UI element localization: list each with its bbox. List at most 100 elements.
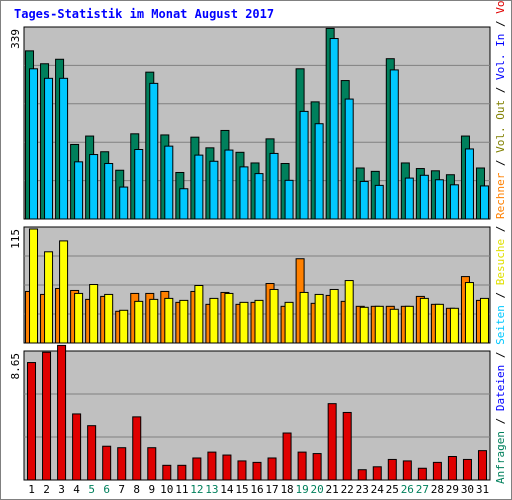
bar-besuche-day-21 [329, 288, 339, 344]
bar-volumen-day-4 [72, 413, 82, 481]
bar-dateien-day-17 [269, 152, 279, 220]
panel-bottom-ymax-label: 8.65 [9, 353, 22, 380]
x-tick-label: 24 [371, 483, 385, 496]
bar-besuche-day-24 [374, 305, 384, 344]
x-tick-label: 25 [386, 483, 399, 496]
bar-dateien-day-12 [194, 154, 204, 220]
right-legend: Anfragen / Dateien / Seiten / Besuche / … [494, 0, 507, 484]
x-axis-labels: 1 2 3 4 5 6 7 8 9 10 11 12 13 14 15 16 17 18 19 20 21 22 23 24 2… [28, 483, 489, 496]
bar-dateien-day-15 [239, 166, 249, 220]
legend-entry: / [494, 411, 507, 431]
bar-besuche-day-2 [44, 251, 54, 344]
bar-volumen-day-5 [87, 425, 97, 481]
panel-bottom: 8.65 [9, 344, 491, 481]
bar-dateien-day-22 [344, 98, 354, 220]
bar-dateien-day-21 [329, 38, 339, 220]
bar-volumen-day-31 [477, 450, 487, 481]
bar-volumen-day-8 [132, 416, 142, 481]
panel-middle-ymax-label: 115 [9, 229, 22, 249]
bar-volumen-day-2 [42, 351, 52, 481]
bar-besuche-day-8 [134, 300, 144, 344]
bar-besuche-day-3 [59, 240, 69, 344]
x-tick-label: 2 [43, 483, 50, 496]
bar-besuche-day-1 [29, 228, 39, 344]
bar-besuche-day-17 [269, 288, 279, 344]
bar-besuche-day-9 [149, 298, 159, 344]
bar-volumen-day-27 [417, 467, 427, 481]
x-tick-label: 15 [235, 483, 248, 496]
panel-top-ymax-label: 339 [9, 29, 22, 49]
legend-entry: Volumen [494, 0, 507, 14]
bar-dateien-day-8 [134, 149, 144, 220]
bar-besuche-day-6 [104, 293, 114, 344]
x-tick-label: 18 [280, 483, 293, 496]
bar-besuche-day-23 [359, 306, 369, 344]
bar-volumen-day-6 [102, 445, 112, 481]
bar-dateien-day-9 [149, 82, 159, 220]
bar-besuche-day-29 [449, 307, 459, 344]
x-tick-label: 11 [175, 483, 188, 496]
bar-dateien-day-10 [164, 145, 174, 220]
x-tick-label: 22 [341, 483, 354, 496]
x-tick-label: 20 [311, 483, 324, 496]
bar-dateien-day-2 [44, 77, 54, 220]
bar-dateien-day-19 [299, 110, 309, 220]
bar-volumen-day-11 [177, 464, 187, 481]
bar-besuche-day-28 [434, 303, 444, 344]
bar-besuche-day-26 [404, 305, 414, 344]
x-tick-label: 30 [461, 483, 474, 496]
bar-volumen-day-1 [27, 362, 37, 481]
bar-besuche-day-16 [254, 299, 264, 344]
x-tick-label: 7 [118, 483, 125, 496]
x-tick-label: 13 [205, 483, 218, 496]
bar-dateien-day-20 [314, 123, 324, 220]
bar-dateien-day-11 [179, 188, 189, 220]
legend-entry: Dateien [494, 365, 507, 411]
bar-besuche-day-22 [344, 280, 354, 344]
x-tick-label: 27 [416, 483, 429, 496]
legend-entry: / [494, 80, 507, 100]
bar-volumen-day-16 [252, 461, 262, 481]
bar-dateien-day-5 [89, 154, 99, 220]
bar-dateien-day-26 [404, 177, 414, 220]
legend-entry: / [494, 14, 507, 34]
bar-besuche-day-30 [464, 282, 474, 344]
bar-dateien-day-16 [254, 173, 264, 220]
bar-volumen-day-14 [222, 454, 232, 481]
bar-dateien-day-1 [29, 68, 39, 220]
bar-volumen-day-13 [207, 451, 217, 481]
bar-besuche-day-19 [299, 291, 309, 344]
bar-besuche-day-12 [194, 285, 204, 344]
bar-besuche-day-15 [239, 301, 249, 344]
bar-besuche-day-31 [479, 297, 489, 344]
bar-dateien-day-28 [434, 179, 444, 220]
panel-middle: 115 [9, 226, 491, 344]
bar-volumen-day-12 [192, 457, 202, 481]
bar-volumen-day-17 [267, 457, 277, 481]
bar-volumen-day-26 [402, 460, 412, 481]
bar-volumen-day-23 [357, 469, 367, 481]
bar-volumen-day-18 [282, 432, 292, 481]
bar-dateien-day-31 [479, 185, 489, 220]
bar-volumen-day-10 [162, 464, 172, 481]
bar-besuche-day-5 [89, 284, 99, 344]
bar-volumen-day-15 [237, 460, 247, 481]
bar-volumen-day-19 [297, 451, 307, 481]
bar-besuche-day-7 [119, 309, 129, 344]
legend-entry: Vol. Out [494, 100, 507, 153]
bar-volumen-day-28 [432, 461, 442, 481]
bar-dateien-day-30 [464, 148, 474, 220]
x-tick-label: 9 [148, 483, 155, 496]
bar-dateien-day-25 [389, 69, 399, 220]
bar-besuche-day-4 [74, 292, 84, 344]
legend-entry: Vol. In [494, 34, 507, 80]
bar-volumen-day-20 [312, 453, 322, 481]
x-tick-label: 26 [401, 483, 414, 496]
bar-besuche-day-10 [164, 297, 174, 344]
legend-entry: / [494, 285, 507, 305]
chart-panels: 339 115 8.65 [9, 26, 491, 481]
legend-entry: / [494, 153, 507, 173]
panel-bottom-background [23, 350, 491, 481]
chart-title: Tages-Statistik im Monat August 2017 [14, 7, 274, 21]
